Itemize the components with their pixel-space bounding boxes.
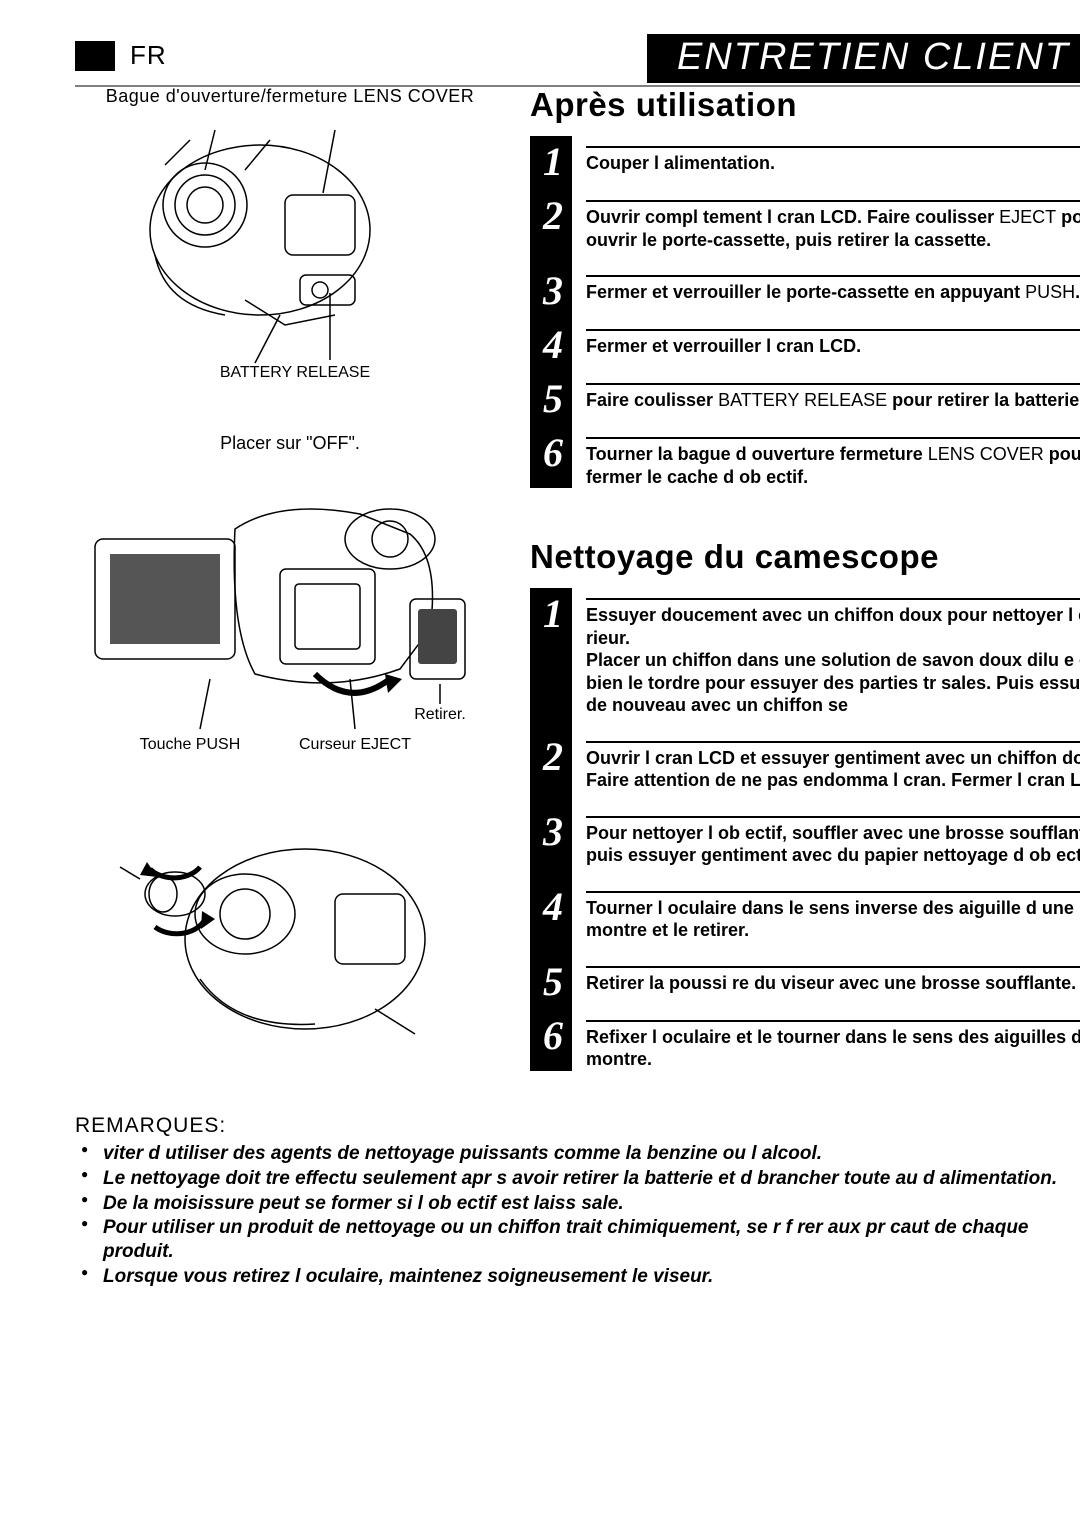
step-text: Tourner l oculaire dans le sens inverse … bbox=[586, 897, 1080, 942]
remarks-title: REMARQUES: bbox=[75, 1114, 1080, 1138]
remark-item: Le nettoyage doit tre effectu seulement … bbox=[75, 1167, 1080, 1191]
steps-after-use: 1Couper l alimentation.2Ouvrir compl tem… bbox=[530, 136, 1080, 488]
step-text: Tourner la bague d ouverture fermeture L… bbox=[586, 443, 1080, 488]
step-number: 5 bbox=[534, 379, 572, 419]
fig1-off-caption: Placer sur "OFF". bbox=[75, 433, 505, 454]
fig1-top-caption: Bague d'ouverture/fermeture LENS COVER bbox=[75, 86, 505, 107]
step-rule bbox=[586, 891, 1080, 893]
step-rule bbox=[586, 275, 1080, 277]
remark-item: viter d utiliser des agents de nettoyage… bbox=[75, 1142, 1080, 1166]
step: 3Fermer et verrouiller le porte-cassette… bbox=[530, 265, 1080, 305]
fig2-push: Touche PUSH bbox=[140, 736, 241, 753]
remark-item: De la moisissure peut se former si l ob … bbox=[75, 1192, 1080, 1216]
section-title-cleaning: Nettoyage du camescope bbox=[530, 538, 1080, 576]
illustration-3 bbox=[105, 799, 475, 1089]
step-text: Ouvrir compl tement l cran LCD. Faire co… bbox=[586, 206, 1080, 251]
step-rule bbox=[586, 741, 1080, 743]
step-number: 4 bbox=[534, 887, 572, 927]
step-number: 4 bbox=[534, 325, 572, 365]
step: 4Fermer et verrouiller l cran LCD. bbox=[530, 319, 1080, 359]
step: 1 Essuyer doucement avec un chiffon doux … bbox=[530, 588, 1080, 717]
step-number: 6 bbox=[534, 1016, 572, 1056]
banner-title: ENTRETIEN CLIENT bbox=[647, 34, 1080, 83]
remark-item: Pour utiliser un produit de nettoyage ou… bbox=[75, 1216, 1080, 1264]
illustration-2: Retirer. Touche PUSH Curseur EJECT bbox=[80, 479, 500, 779]
step-rule bbox=[586, 437, 1080, 439]
step-text: Ouvrir l cran LCD et essuyer gentiment a… bbox=[586, 747, 1080, 792]
step: 1Couper l alimentation. bbox=[530, 136, 1080, 176]
fig2-retirer: Retirer. bbox=[414, 706, 466, 723]
step-text: Faire coulisser BATTERY RELEASE pour ret… bbox=[586, 389, 1080, 412]
remarks-block: REMARQUES: viter d utiliser des agents d… bbox=[75, 1114, 1080, 1289]
step-rule bbox=[586, 146, 1080, 148]
remark-item: Lorsque vous retirez l oculaire, mainten… bbox=[75, 1265, 1080, 1289]
step-rule bbox=[586, 598, 1080, 600]
step: 6 Refixer l oculaire et le tourner dans l… bbox=[530, 1010, 1080, 1071]
step-text: Fermer et verrouiller le porte-cassette … bbox=[586, 281, 1080, 304]
step-number: 3 bbox=[534, 812, 572, 852]
step-number: 6 bbox=[534, 433, 572, 473]
section-title-after-use: Après utilisation bbox=[530, 86, 1080, 124]
step: 5Retirer la poussi re du viseur avec une… bbox=[530, 956, 1080, 996]
step-text: Fermer et verrouiller l cran LCD. bbox=[586, 335, 1080, 358]
banner-rule bbox=[75, 85, 1080, 87]
step-text: Retirer la poussi re du viseur avec une … bbox=[586, 972, 1080, 995]
step-rule bbox=[586, 329, 1080, 331]
step-number: 3 bbox=[534, 271, 572, 311]
fig2-eject: Curseur EJECT bbox=[299, 736, 411, 753]
step: 2 Ouvrir l cran LCD et essuyer gentiment … bbox=[530, 731, 1080, 792]
step-number: 2 bbox=[534, 196, 572, 236]
step-number: 1 bbox=[534, 594, 572, 634]
step-rule bbox=[586, 816, 1080, 818]
step-rule bbox=[586, 200, 1080, 202]
step: 2 Ouvrir compl tement l cran LCD. Faire c… bbox=[530, 190, 1080, 251]
step-number: 2 bbox=[534, 737, 572, 777]
step: 4 Tourner l oculaire dans le sens inverse… bbox=[530, 881, 1080, 942]
step-text: Refixer l oculaire et le tourner dans le… bbox=[586, 1026, 1080, 1071]
step-rule bbox=[586, 1020, 1080, 1022]
step-rule bbox=[586, 966, 1080, 968]
step-rule bbox=[586, 383, 1080, 385]
illustration-1: BATTERY RELEASE bbox=[105, 115, 475, 425]
fig1-battery-label: BATTERY RELEASE bbox=[220, 364, 370, 381]
step: 6 Tourner la bague d ouverture fermeture … bbox=[530, 427, 1080, 488]
step: 3 Pour nettoyer l ob ectif, souffler avec… bbox=[530, 806, 1080, 867]
step-text: Essuyer doucement avec un chiffon doux p… bbox=[586, 604, 1080, 717]
steps-cleaning: 1 Essuyer doucement avec un chiffon doux … bbox=[530, 588, 1080, 1071]
step-number: 5 bbox=[534, 962, 572, 1002]
step: 5Faire coulisser BATTERY RELEASE pour re… bbox=[530, 373, 1080, 413]
step-text: Pour nettoyer l ob ectif, souffler avec … bbox=[586, 822, 1080, 867]
header: FR ENTRETIEN CLIENT bbox=[75, 40, 1080, 71]
step-text: Couper l alimentation. bbox=[586, 152, 1080, 175]
step-number: 1 bbox=[534, 142, 572, 182]
